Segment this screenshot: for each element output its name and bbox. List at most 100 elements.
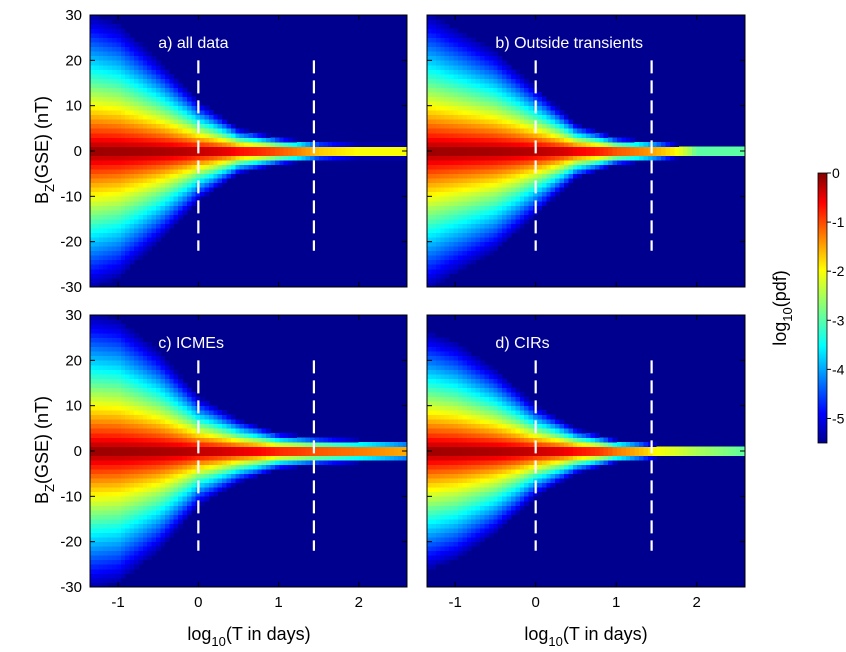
heatmap-cell [178, 437, 183, 443]
heatmap-cell [524, 87, 529, 93]
heatmap-cell [519, 87, 525, 93]
heatmap-cell [217, 119, 223, 125]
heatmap-cell [239, 473, 245, 479]
heatmap-cell [444, 55, 450, 61]
heatmap-cell [427, 196, 432, 202]
heatmap-cell [510, 164, 516, 170]
heatmap-cell [305, 155, 311, 161]
heatmap-cell [380, 141, 386, 147]
heatmap-cell [90, 328, 95, 334]
heatmap-cell [151, 187, 157, 193]
heatmap-cell [134, 105, 139, 111]
heatmap-cell [129, 541, 135, 547]
heatmap-cell [98, 369, 104, 375]
heatmap-cell [156, 128, 161, 134]
heatmap-cell [147, 360, 153, 366]
heatmap-cell [484, 246, 490, 252]
heatmap-cell [435, 546, 441, 552]
heatmap-cell [164, 364, 170, 370]
heatmap-cell [612, 155, 618, 161]
heatmap-cell [151, 178, 157, 184]
heatmap-cell [151, 60, 157, 66]
heatmap-cell [484, 196, 490, 202]
heatmap-cell [296, 437, 302, 443]
heatmap-cell [147, 414, 153, 420]
heatmap-cell [444, 196, 450, 202]
heatmap-cell [116, 532, 122, 538]
heatmap-cell [90, 277, 95, 283]
heatmap-cell [581, 137, 587, 143]
x-tick-label: 0 [194, 594, 202, 611]
heatmap-cell [125, 505, 131, 511]
heatmap-cell [112, 387, 117, 393]
heatmap-cell [440, 60, 446, 66]
heatmap-cell [151, 523, 157, 529]
heatmap-cell [239, 132, 245, 138]
heatmap-cell [98, 114, 104, 120]
heatmap-cell [151, 441, 157, 447]
heatmap-cell [134, 519, 139, 524]
heatmap-cell [142, 132, 148, 138]
heatmap-cell [186, 496, 192, 502]
heatmap-cell [327, 441, 333, 447]
heatmap-cell [204, 405, 210, 411]
heatmap-cell [484, 73, 490, 79]
heatmap-cell [427, 487, 432, 493]
heatmap-cell [103, 464, 109, 470]
heatmap-cell [581, 169, 587, 175]
heatmap-cell [384, 151, 390, 156]
heatmap-cell [107, 28, 113, 34]
heatmap-cell [116, 573, 122, 579]
heatmap-cell [444, 128, 450, 134]
heatmap-cell [125, 255, 131, 261]
heatmap-cell [435, 169, 441, 175]
heatmap-cell [94, 373, 100, 379]
heatmap-cell [288, 137, 293, 143]
heatmap-cell [164, 401, 170, 407]
heatmap-cell [112, 523, 117, 529]
heatmap-cell [427, 155, 432, 161]
heatmap-cell [572, 141, 578, 147]
heatmap-cell [305, 151, 311, 156]
heatmap-cell [244, 460, 249, 465]
heatmap-cell [217, 169, 223, 175]
heatmap-cell [444, 182, 450, 188]
heatmap-cell [213, 146, 219, 152]
heatmap-cell [440, 155, 446, 161]
heatmap-cell [116, 346, 122, 352]
heatmap-cell [116, 451, 122, 456]
heatmap-cell [274, 137, 280, 143]
heatmap-cell [235, 164, 241, 170]
heatmap-cell [200, 410, 205, 416]
heatmap-cell [160, 378, 166, 384]
heatmap-cell [384, 441, 390, 447]
heatmap-cell [449, 232, 454, 238]
heatmap-cell [173, 410, 179, 416]
heatmap-cell [182, 387, 188, 393]
heatmap-cell [502, 200, 507, 206]
heatmap-cell [160, 187, 166, 193]
heatmap-cell [288, 146, 293, 152]
heatmap-cell [510, 223, 516, 229]
heatmap-cell [590, 146, 596, 152]
heatmap-cell [156, 105, 161, 111]
heatmap-cell [440, 519, 446, 524]
heatmap-cell [449, 378, 454, 384]
heatmap-cell [440, 232, 446, 238]
heatmap-cell [116, 51, 122, 57]
heatmap-cell [112, 478, 117, 484]
heatmap-cell [129, 428, 135, 434]
heatmap-cell [107, 187, 113, 193]
heatmap-cell [98, 460, 104, 465]
heatmap-cell [169, 505, 175, 511]
heatmap-cell [577, 169, 582, 175]
heatmap-cell [493, 232, 499, 238]
heatmap-cell [107, 33, 113, 39]
heatmap-cell [208, 151, 214, 156]
heatmap-cell [160, 214, 166, 220]
heatmap-cell [98, 523, 104, 529]
heatmap-cell [116, 264, 122, 270]
heatmap-cell [555, 114, 560, 120]
heatmap-cell [134, 559, 139, 565]
heatmap-cell [528, 105, 534, 111]
